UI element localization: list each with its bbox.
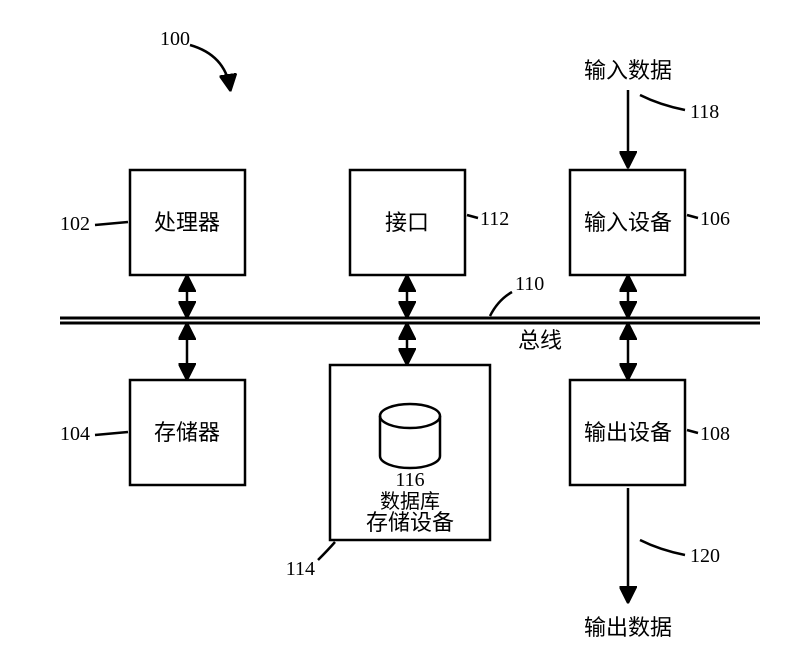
output-device-label: 输出设备 — [584, 420, 672, 445]
ref-118: 118 — [690, 101, 719, 123]
input-data-label: 输入数据 — [584, 58, 672, 83]
ref-104-leader — [95, 432, 128, 435]
ref-118-leader — [640, 95, 685, 110]
ref-100-pointer — [190, 45, 230, 88]
ref-114: 114 — [286, 558, 315, 580]
ref-120: 120 — [690, 545, 720, 567]
ref-108-leader — [687, 430, 698, 433]
ref-112-leader — [467, 215, 478, 218]
database-label: 数据库 — [380, 490, 440, 513]
database-ref: 116 — [395, 469, 424, 491]
ref-110-leader — [490, 292, 512, 316]
ref-102-leader — [95, 222, 128, 225]
storage-label: 存储设备 — [366, 510, 454, 535]
ref-100: 100 — [160, 28, 190, 50]
processor-label: 处理器 — [154, 210, 220, 235]
ref-102: 102 — [60, 213, 90, 235]
ref-110: 110 — [515, 273, 544, 295]
database-icon — [380, 404, 440, 468]
bus-label: 总线 — [518, 328, 562, 353]
interface-label: 接口 — [385, 210, 429, 235]
output-data-label: 输出数据 — [584, 615, 672, 640]
ref-104: 104 — [60, 423, 90, 445]
ref-120-leader — [640, 540, 685, 555]
ref-112: 112 — [480, 208, 509, 230]
memory-label: 存储器 — [154, 420, 220, 445]
ref-108: 108 — [700, 423, 730, 445]
input-device-label: 输入设备 — [584, 210, 672, 235]
ref-114-leader — [318, 542, 335, 560]
ref-106-leader — [687, 215, 698, 218]
ref-106: 106 — [700, 208, 730, 230]
